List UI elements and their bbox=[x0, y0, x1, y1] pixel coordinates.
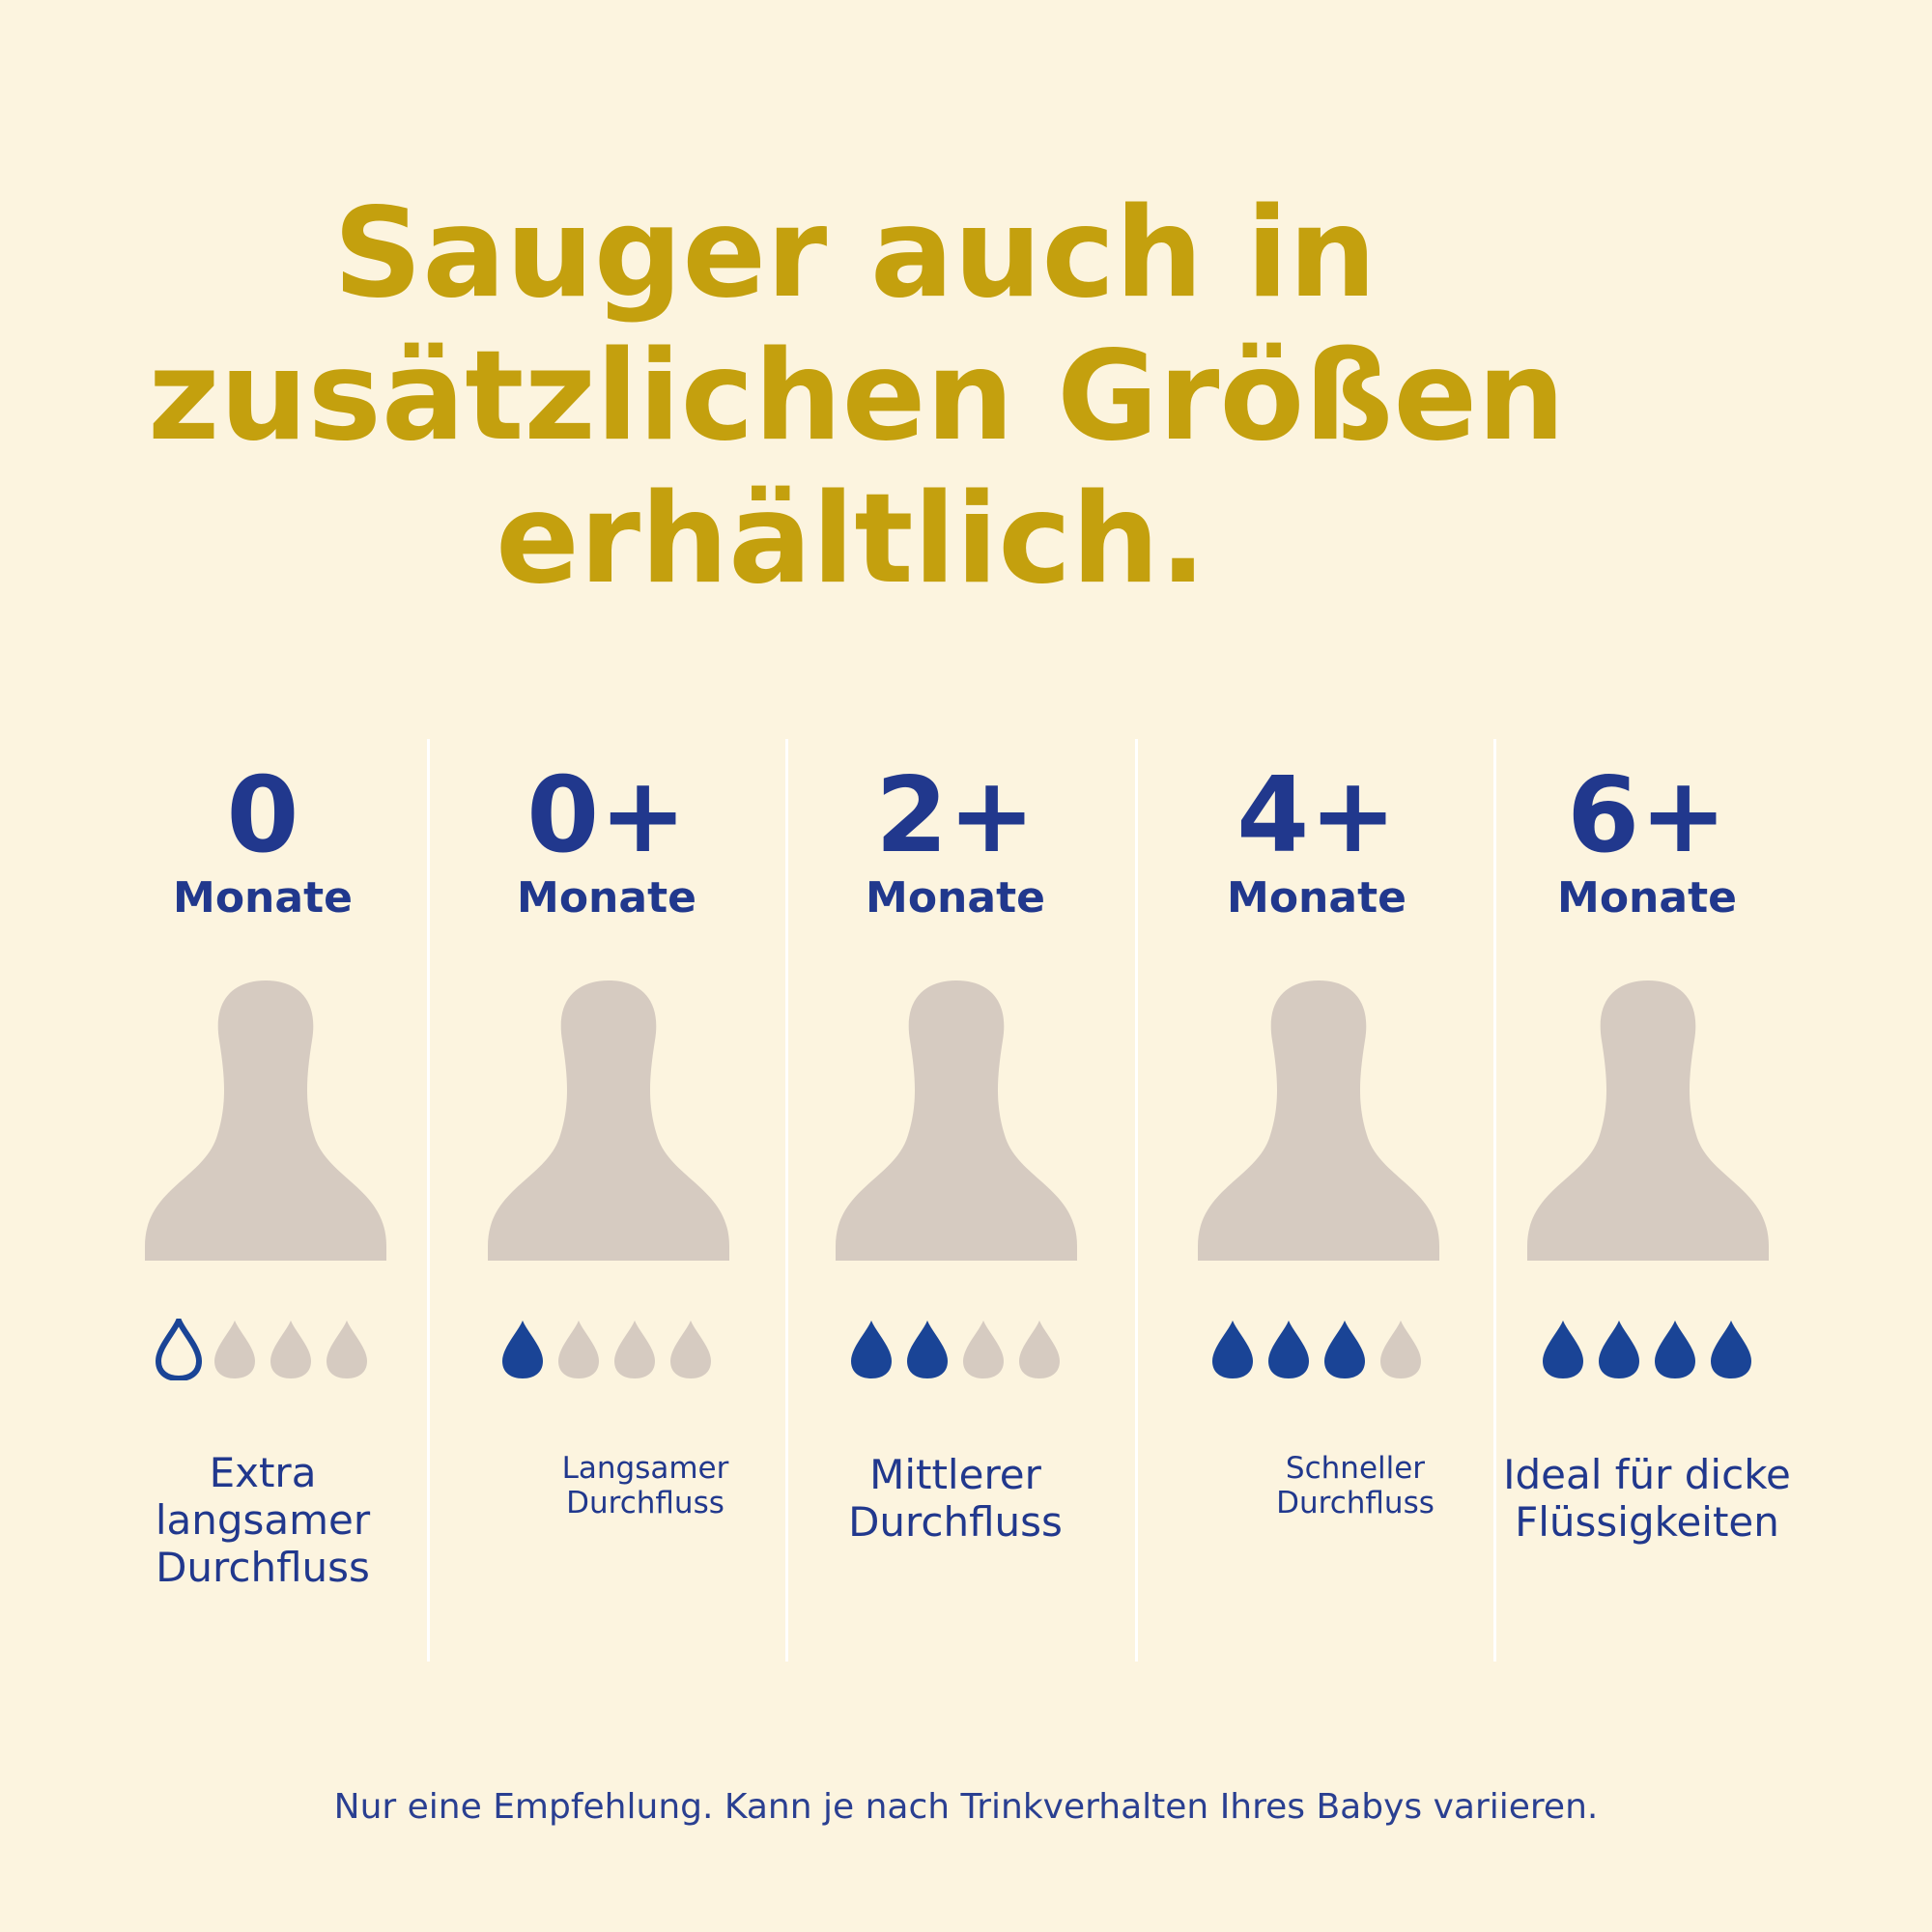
flow-description: Langsamer Durchfluss bbox=[471, 1451, 819, 1520]
nipple-icon bbox=[1198, 980, 1439, 1261]
flow-drops bbox=[89, 1319, 437, 1386]
drop-icon bbox=[1599, 1321, 1639, 1378]
headline-line-3: erhältlich. bbox=[496, 468, 1207, 611]
description-line: Extra bbox=[209, 1449, 317, 1496]
nipple-size-0: 0 Monate Extra langsamer Durchfluss bbox=[89, 753, 437, 1623]
flow-drops bbox=[433, 1319, 781, 1386]
description-line: Langsamer bbox=[561, 1451, 729, 1486]
description-line: Ideal für dicke bbox=[1503, 1451, 1791, 1498]
nipple-size-2-plus: 2+ Monate Mittlerer Durchfluss bbox=[781, 753, 1129, 1623]
age-number: 2+ bbox=[875, 755, 1036, 876]
age-unit: Monate bbox=[1227, 873, 1406, 923]
age-number: 0+ bbox=[526, 755, 687, 876]
age-unit: Monate bbox=[517, 873, 696, 923]
age-number: 4+ bbox=[1236, 755, 1397, 876]
drop-icon bbox=[851, 1321, 892, 1378]
flow-description: Extra langsamer Durchfluss bbox=[89, 1449, 437, 1591]
drop-icon bbox=[558, 1321, 599, 1378]
headline-line-2: zusätzlichen Größen bbox=[148, 325, 1566, 469]
drop-icon bbox=[963, 1321, 1004, 1378]
drop-icon bbox=[1543, 1321, 1583, 1378]
flow-description: Ideal für dicke Flüssigkeiten bbox=[1473, 1451, 1821, 1546]
drop-icon bbox=[270, 1321, 311, 1378]
age-unit: Monate bbox=[866, 873, 1045, 923]
headline: Sauger auch in zusätzlichen Größen erhäl… bbox=[0, 0, 1932, 618]
drop-icon bbox=[155, 1319, 203, 1380]
age-unit: Monate bbox=[173, 873, 353, 923]
description-line: Flüssigkeiten bbox=[1515, 1498, 1779, 1546]
drop-icon bbox=[1324, 1321, 1365, 1378]
column-divider bbox=[1493, 739, 1496, 1662]
nipple-icon bbox=[145, 980, 386, 1261]
drop-icon bbox=[1655, 1321, 1695, 1378]
age-unit: Monate bbox=[1557, 873, 1737, 923]
description-line: Durchfluss bbox=[1276, 1486, 1435, 1520]
flow-drops bbox=[1143, 1319, 1491, 1386]
nipple-size-4-plus: 4+ Monate Schneller Durchfluss bbox=[1143, 753, 1491, 1623]
drop-icon bbox=[1212, 1321, 1253, 1378]
column-divider bbox=[785, 739, 788, 1662]
drop-icon bbox=[502, 1321, 543, 1378]
description-line: Mittlerer bbox=[869, 1451, 1041, 1498]
description-line: Schneller bbox=[1285, 1451, 1426, 1486]
drop-icon bbox=[327, 1321, 367, 1378]
drop-icon bbox=[1019, 1321, 1060, 1378]
drop-icon bbox=[1380, 1321, 1421, 1378]
nipple-icon bbox=[488, 980, 729, 1261]
flow-drops bbox=[781, 1319, 1129, 1386]
drop-icon bbox=[214, 1321, 255, 1378]
column-divider bbox=[1135, 739, 1138, 1662]
description-line: langsamer bbox=[155, 1496, 371, 1544]
nipple-icon bbox=[1527, 980, 1769, 1261]
drop-icon bbox=[907, 1321, 948, 1378]
flow-description: Mittlerer Durchfluss bbox=[781, 1451, 1129, 1546]
drop-icon bbox=[1268, 1321, 1309, 1378]
nipple-icon bbox=[836, 980, 1077, 1261]
flow-description: Schneller Durchfluss bbox=[1181, 1451, 1529, 1520]
drop-icon bbox=[614, 1321, 655, 1378]
drop-icon bbox=[670, 1321, 711, 1378]
age-number: 0 bbox=[226, 755, 299, 876]
headline-line-1: Sauger auch in bbox=[333, 182, 1377, 326]
description-line: Durchfluss bbox=[566, 1486, 724, 1520]
flow-drops bbox=[1473, 1319, 1821, 1386]
footnote: Nur eine Empfehlung. Kann je nach Trinkv… bbox=[333, 1787, 1599, 1827]
age-number: 6+ bbox=[1567, 755, 1727, 876]
nipple-size-0-plus: 0+ Monate Langsamer Durchfluss bbox=[433, 753, 781, 1623]
drop-icon bbox=[1711, 1321, 1751, 1378]
description-line: Durchfluss bbox=[156, 1544, 370, 1591]
description-line: Durchfluss bbox=[848, 1498, 1063, 1546]
nipple-size-6-plus: 6+ Monate Ideal für dicke Flüssigkeiten bbox=[1473, 753, 1821, 1623]
column-divider bbox=[427, 739, 430, 1662]
